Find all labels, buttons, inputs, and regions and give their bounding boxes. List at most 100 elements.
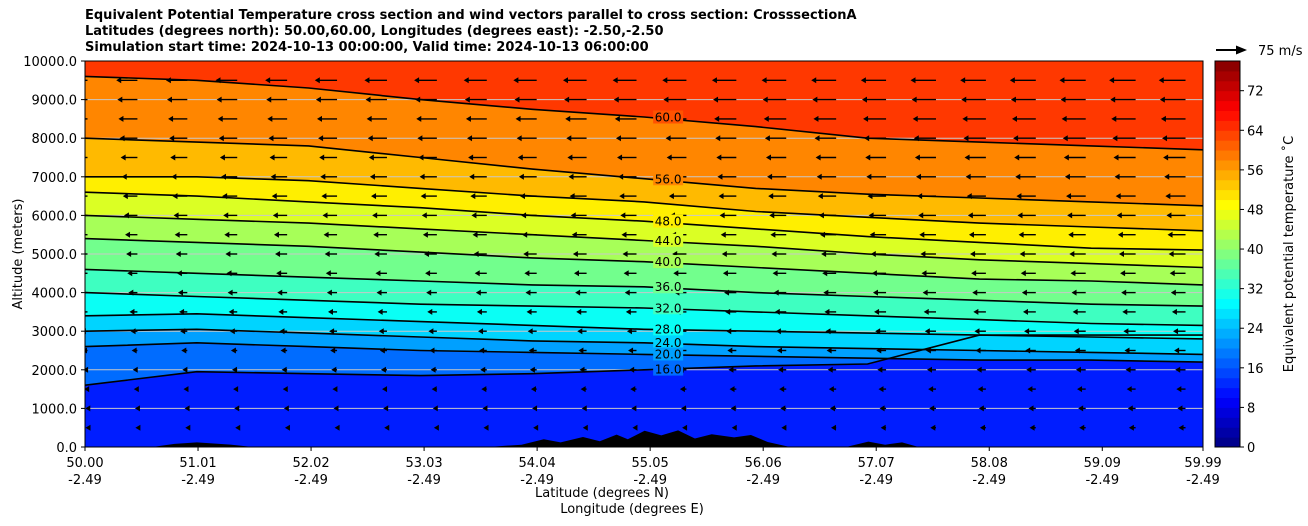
wind-vector	[325, 270, 338, 277]
wind-vector-head	[628, 347, 634, 354]
wind-vector	[920, 251, 936, 257]
wind-vector-head	[1126, 386, 1132, 393]
wind-vector-head	[169, 135, 175, 142]
wind-vector	[1060, 96, 1086, 103]
wind-vector	[470, 193, 487, 200]
wind-vector	[170, 154, 188, 161]
wind-vector	[625, 308, 637, 315]
x-tick-label-lon: -2.49	[1186, 473, 1220, 488]
wind-vector-head	[877, 366, 883, 373]
wind-vector-head	[625, 308, 631, 315]
wind-vector	[1017, 212, 1036, 219]
wind-vector-head	[224, 231, 230, 238]
wind-vector-head	[775, 328, 781, 335]
wind-vector	[368, 154, 387, 161]
wind-vector-head	[277, 289, 283, 296]
wind-vector-head	[122, 193, 128, 200]
wind-vector	[427, 308, 437, 315]
wind-vector-head	[374, 251, 380, 257]
wind-vector-head	[1018, 231, 1024, 238]
y-tick-label: 8000.0	[32, 132, 78, 147]
wind-vector-head	[713, 96, 719, 103]
wind-vector	[1118, 251, 1136, 257]
wind-vector	[679, 386, 687, 393]
colorbar-segment	[1215, 328, 1240, 339]
wind-vector	[419, 173, 437, 180]
wind-vector-head	[731, 424, 737, 431]
wind-vector-head	[663, 96, 669, 103]
wind-vector	[861, 96, 887, 103]
wind-vector-head	[429, 347, 435, 354]
wind-vector-head	[1173, 328, 1179, 335]
wind-vector-head	[815, 154, 821, 161]
wind-vector-head	[976, 366, 982, 373]
contour-line-56	[85, 137, 1203, 207]
wind-vector	[221, 173, 238, 180]
wind-vector-head	[1026, 366, 1032, 373]
wind-vector-head	[763, 115, 769, 122]
colorbar-segment	[1215, 357, 1240, 369]
wind-vector	[173, 212, 188, 219]
wind-vector-head	[181, 347, 187, 354]
wind-vector-head	[827, 366, 833, 373]
wind-vector	[571, 231, 587, 238]
wind-vector	[719, 212, 737, 219]
wind-vector-head	[427, 308, 433, 315]
wind-vector-head	[1169, 270, 1175, 277]
wind-vector-head	[632, 424, 638, 431]
x-tick-label-lat: 53.03	[405, 456, 442, 471]
wind-vector-head	[377, 308, 383, 315]
wind-vector	[315, 96, 338, 103]
x-axis-label-longitude: Longitude (degrees E)	[560, 502, 704, 517]
wind-vector-head	[770, 231, 776, 238]
wind-vector	[378, 328, 387, 335]
wind-vector	[1009, 77, 1036, 84]
wind-vector-head	[432, 405, 438, 412]
wind-vector	[1122, 308, 1136, 315]
wind-vector	[626, 328, 637, 335]
wind-vector-head	[135, 424, 141, 431]
wind-vector-head	[1059, 77, 1065, 84]
wind-vector-head	[823, 289, 829, 296]
wind-vector-head	[822, 270, 828, 277]
wind-vector-head	[480, 366, 486, 373]
wind-vector	[877, 366, 887, 373]
wind-vector	[1126, 386, 1136, 393]
wind-vector	[816, 173, 837, 180]
wind-vector-head	[327, 308, 333, 315]
wind-vector-head	[868, 212, 874, 219]
x-tick-label-lon: -2.49	[294, 473, 328, 488]
wind-vector-head	[872, 289, 878, 296]
wind-vector	[1064, 173, 1086, 180]
wind-vector-head	[532, 405, 538, 412]
wind-vector-head	[1177, 405, 1183, 412]
wind-vector-head	[880, 424, 886, 431]
wind-vector	[172, 193, 188, 200]
wind-vector	[821, 251, 837, 257]
wind-vector	[1162, 135, 1186, 142]
wind-vector-head	[962, 115, 968, 122]
wind-vector	[715, 135, 737, 142]
wind-vector	[332, 386, 338, 393]
wind-vector-head	[364, 77, 370, 84]
wind-vector-head	[1159, 96, 1165, 103]
colorbar-segment	[1215, 61, 1240, 72]
wind-vector-head	[927, 366, 933, 373]
wind-vector-head	[768, 193, 774, 200]
wind-vector	[228, 308, 238, 315]
wind-vector	[174, 231, 188, 238]
wind-vector-head	[1069, 251, 1075, 257]
wind-vector	[316, 115, 338, 122]
wind-vector-head	[365, 96, 371, 103]
wind-vector-head	[417, 135, 423, 142]
wind-vector	[265, 77, 288, 84]
wind-vector	[717, 173, 737, 180]
wind-vector-head	[319, 154, 325, 161]
wind-vector-head	[963, 135, 969, 142]
wind-vector	[617, 154, 637, 161]
wind-vector	[922, 289, 936, 296]
wind-vector-head	[1073, 328, 1079, 335]
wind-vector-head	[529, 366, 535, 373]
wind-vector-head	[272, 212, 278, 219]
wind-vector-head	[725, 308, 731, 315]
